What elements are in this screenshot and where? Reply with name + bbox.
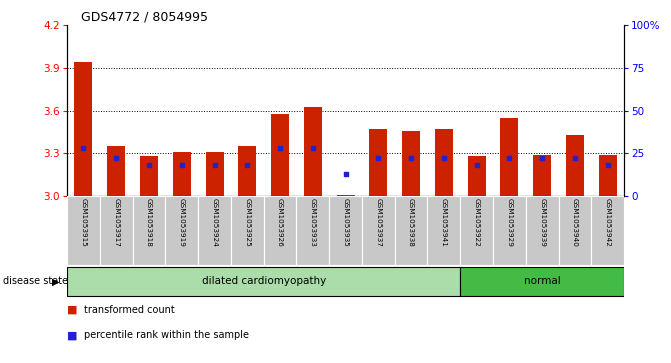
Point	[78, 145, 89, 151]
Bar	[460, 266, 624, 296]
Bar	[198, 196, 231, 265]
Text: transformed count: transformed count	[84, 305, 174, 315]
Text: ■: ■	[67, 330, 78, 340]
Point	[340, 171, 351, 177]
Text: disease state: disease state	[3, 276, 68, 286]
Bar	[526, 196, 558, 265]
Text: GSM1053939: GSM1053939	[539, 198, 545, 247]
Bar	[533, 155, 551, 196]
Bar	[460, 196, 493, 265]
Text: GSM1053929: GSM1053929	[507, 198, 513, 247]
Bar	[427, 196, 460, 265]
Point	[176, 162, 187, 168]
Bar	[67, 196, 100, 265]
Bar	[238, 146, 256, 196]
Point	[603, 162, 613, 168]
Point	[209, 162, 220, 168]
Bar	[172, 152, 191, 196]
Text: GSM1053925: GSM1053925	[244, 198, 250, 247]
Text: GSM1053938: GSM1053938	[408, 198, 414, 247]
Text: ▶: ▶	[52, 276, 59, 286]
Text: GSM1053935: GSM1053935	[343, 198, 348, 247]
Bar	[107, 146, 125, 196]
Bar	[231, 196, 264, 265]
Bar	[140, 156, 158, 196]
Point	[406, 156, 417, 162]
Bar	[493, 196, 526, 265]
Text: dilated cardiomyopathy: dilated cardiomyopathy	[201, 276, 326, 286]
Text: GSM1053918: GSM1053918	[146, 198, 152, 247]
Bar	[100, 196, 133, 265]
Point	[111, 156, 121, 162]
Bar	[271, 114, 289, 196]
Point	[471, 162, 482, 168]
Bar	[67, 266, 460, 296]
Bar	[329, 196, 362, 265]
Bar	[337, 195, 354, 196]
Text: GSM1053942: GSM1053942	[605, 198, 611, 247]
Bar	[395, 196, 427, 265]
Text: GSM1053915: GSM1053915	[81, 198, 87, 247]
Bar	[558, 196, 591, 265]
Point	[242, 162, 253, 168]
Bar	[205, 152, 223, 196]
Point	[504, 156, 515, 162]
Text: GSM1053917: GSM1053917	[113, 198, 119, 247]
Text: GSM1053940: GSM1053940	[572, 198, 578, 247]
Bar	[362, 196, 395, 265]
Bar	[501, 118, 519, 196]
Bar	[468, 156, 486, 196]
Bar	[599, 155, 617, 196]
Bar	[435, 129, 453, 196]
Bar	[402, 131, 420, 196]
Bar	[591, 196, 624, 265]
Point	[274, 145, 285, 151]
Point	[144, 162, 154, 168]
Bar	[165, 196, 198, 265]
Point	[438, 156, 449, 162]
Text: GSM1053937: GSM1053937	[375, 198, 381, 247]
Bar	[304, 107, 322, 196]
Point	[537, 156, 548, 162]
Bar	[264, 196, 297, 265]
Text: percentile rank within the sample: percentile rank within the sample	[84, 330, 249, 340]
Bar	[566, 135, 584, 196]
Text: GDS4772 / 8054995: GDS4772 / 8054995	[81, 11, 207, 24]
Point	[570, 156, 580, 162]
Bar	[133, 196, 165, 265]
Text: GSM1053941: GSM1053941	[441, 198, 447, 247]
Bar	[74, 62, 93, 196]
Bar	[297, 196, 329, 265]
Text: GSM1053933: GSM1053933	[310, 198, 316, 247]
Bar	[369, 129, 387, 196]
Text: GSM1053926: GSM1053926	[277, 198, 283, 247]
Text: GSM1053924: GSM1053924	[211, 198, 217, 247]
Text: ■: ■	[67, 305, 78, 315]
Text: GSM1053922: GSM1053922	[474, 198, 480, 247]
Point	[373, 156, 384, 162]
Point	[307, 145, 318, 151]
Text: normal: normal	[524, 276, 560, 286]
Text: GSM1053919: GSM1053919	[178, 198, 185, 247]
